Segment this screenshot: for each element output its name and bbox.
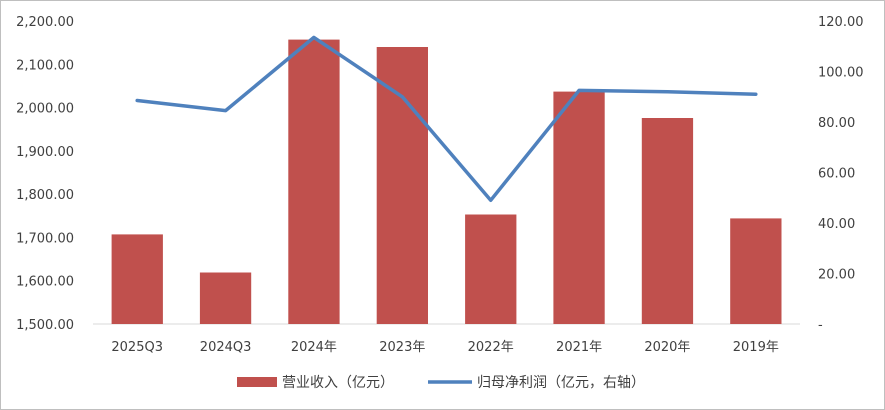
bar-2019年 — [730, 218, 782, 324]
net-profit-line — [135, 35, 758, 203]
x-tick-label: 2025Q3 — [111, 340, 163, 355]
y-left-tick-label: 1,900.00 — [16, 145, 74, 160]
y-right-tick-label: 100.00 — [818, 66, 864, 81]
bar-2024年 — [288, 39, 340, 324]
y-left-tick-label: 2,200.00 — [16, 15, 74, 30]
revenue-bars — [111, 39, 782, 324]
y-left-tick-label: 1,800.00 — [16, 188, 74, 203]
legend-label-revenue: 营业收入（亿元） — [282, 375, 394, 391]
legend-swatch-revenue — [237, 377, 277, 387]
y-right-tick-label: 120.00 — [818, 15, 864, 30]
x-tick-label: 2019年 — [733, 340, 779, 355]
y-axis-left: 1,500.00 1,600.00 1,700.00 1,800.00 1,900.00… — [16, 15, 74, 333]
legend-label-net-profit: 归母净利润（亿元，右轴） — [477, 374, 645, 391]
y-left-tick-label: 1,600.00 — [16, 275, 74, 290]
y-right-tick-label: 80.00 — [818, 116, 855, 131]
x-tick-label: 2020年 — [644, 340, 690, 355]
y-left-tick-label: 1,700.00 — [16, 231, 74, 246]
bar-2023年 — [376, 47, 428, 324]
x-tick-label: 2024Q3 — [200, 340, 252, 355]
bar-2021年 — [553, 91, 605, 324]
bar-2020年 — [641, 118, 694, 324]
y-right-tick-label: 60.00 — [818, 167, 855, 182]
bar-2025Q3 — [111, 234, 163, 324]
y-axis-right: - 20.00 40.00 60.00 80.00 100.00 120.00 — [818, 15, 864, 333]
y-right-tick-label: - — [818, 318, 823, 333]
y-left-tick-label: 1,500.00 — [16, 318, 74, 333]
legend: 营业收入（亿元） 归母净利润（亿元，右轴） — [237, 374, 645, 391]
x-tick-label: 2023年 — [379, 340, 425, 355]
x-tick-label: 2021年 — [556, 340, 602, 355]
y-right-tick-label: 20.00 — [818, 268, 855, 283]
x-tick-label: 2024年 — [291, 340, 337, 355]
net-profit-polyline — [135, 35, 758, 203]
x-axis: 2025Q3 2024Q3 2024年 2023年 2022年 2021年 2020年 201… — [111, 340, 778, 355]
bar-2024Q3 — [199, 272, 252, 324]
y-left-tick-label: 2,000.00 — [16, 102, 74, 117]
y-right-tick-label: 40.00 — [818, 217, 855, 232]
y-left-tick-label: 2,100.00 — [16, 58, 74, 73]
bar-2022年 — [465, 214, 517, 324]
x-tick-label: 2022年 — [468, 340, 514, 355]
